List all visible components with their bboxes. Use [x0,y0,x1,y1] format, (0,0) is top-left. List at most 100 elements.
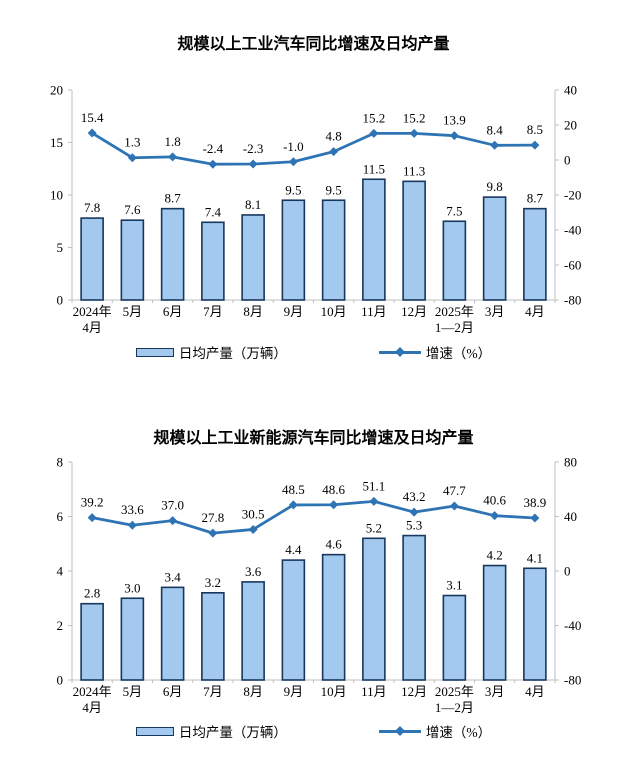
diamond-marker-icon [168,152,178,162]
svg-text:7.4: 7.4 [205,204,222,219]
svg-text:-20: -20 [564,188,581,203]
svg-text:8.1: 8.1 [245,197,261,212]
category-label: 2025年 1—2月 [435,684,474,715]
diamond-marker-icon [248,159,258,169]
bar-swatch-icon [135,726,174,736]
svg-text:7.8: 7.8 [84,200,100,215]
legend-nev: 日均产量（万辆） 增速（%） [0,721,627,741]
svg-text:0: 0 [564,153,571,168]
category-label: 2024年 4月 [73,304,112,335]
diamond-marker-icon [490,140,500,150]
legend-label-daily-output: 日均产量（万辆） [178,725,287,740]
category-label: 12月 [401,684,427,699]
svg-text:8.4: 8.4 [487,122,504,137]
bar [482,196,507,301]
category-label: 9月 [284,304,304,319]
svg-text:3.1: 3.1 [446,578,462,593]
bar [80,602,104,681]
svg-text:33.6: 33.6 [121,502,144,517]
x-axis-labels: 2024年 4月 5月 6月 7月 8月 9月 10月 11月 12月 2025年 1—2月 3月 4月 [73,304,545,335]
diamond-marker-icon [369,496,379,506]
svg-text:2: 2 [57,618,64,633]
svg-text:-80: -80 [564,673,581,688]
svg-text:-40: -40 [564,223,581,238]
svg-text:15.2: 15.2 [403,110,426,125]
bar [442,220,467,301]
category-label: 3月 [485,304,505,319]
svg-text:30.5: 30.5 [242,506,265,521]
bar [241,581,265,681]
diamond-marker-icon [409,128,419,138]
bar [523,207,547,301]
diamond-marker-icon [409,507,419,517]
svg-text:1.3: 1.3 [124,135,140,150]
bar [321,553,346,681]
svg-text:3.4: 3.4 [165,569,182,584]
y-axis-right: -80 -40 0 40 80 [554,455,581,688]
nev-combo-chart: 0 2 4 6 8 -80 -40 0 40 80 2024年 4月 5月 6月 7月 8月 9月 10月 11月 1… [57,455,582,716]
diamond-marker-icon [87,128,97,138]
line-data-labels: 39.2 33.6 37.0 27.8 30.5 48.5 48.6 51.1 43.2 47.7… [81,478,547,525]
category-label: 10月 [321,304,347,319]
svg-text:80: 80 [564,455,577,470]
svg-text:40: 40 [564,83,577,98]
svg-text:11.5: 11.5 [363,161,385,176]
category-label: 11月 [361,304,387,319]
category-label: 10月 [321,684,347,699]
legend-label-growth-rate: 增速（%） [425,346,492,361]
svg-text:0: 0 [57,293,64,308]
svg-text:5.3: 5.3 [406,518,422,533]
line-series-growth-rate [87,496,540,538]
x-axis [71,679,556,683]
bar [80,217,104,301]
svg-text:40: 40 [564,509,577,524]
svg-text:8: 8 [57,455,64,470]
bar [402,180,426,301]
bar [160,586,185,681]
bar-series-daily-output [80,534,547,681]
y-axis-left: 0 5 10 15 20 [50,83,73,308]
diamond-marker-icon [288,500,298,510]
svg-text:-2.4: -2.4 [203,141,224,156]
svg-text:38.9: 38.9 [524,495,547,510]
category-label: 11月 [361,684,387,699]
diamond-marker-icon [329,147,339,157]
automobile-combo-chart: 0 5 10 15 20 -80 -60 -40 -20 0 20 40 2024年 4月 5月 6月 7月 8月… [50,83,581,336]
bar [442,594,467,681]
category-label: 6月 [163,684,183,699]
svg-text:51.1: 51.1 [363,478,386,493]
svg-text:2.8: 2.8 [84,586,100,601]
svg-text:20: 20 [564,118,577,133]
category-label: 12月 [401,304,427,319]
category-label: 6月 [163,304,183,319]
svg-text:4.1: 4.1 [527,550,543,565]
svg-text:48.6: 48.6 [322,482,345,497]
bar-data-labels: 2.8 3.0 3.4 3.2 3.6 4.4 4.6 5.2 5.3 3.1 4.2 4.1 [84,518,543,601]
category-label: 2025年 1—2月 [435,304,474,335]
legend-label-daily-output: 日均产量（万辆） [178,346,287,361]
bar [241,214,265,301]
diamond-marker-icon [369,128,379,138]
diamond-marker-icon [208,528,218,538]
svg-text:4.6: 4.6 [326,537,343,552]
diamond-marker-icon [490,511,500,521]
svg-text:47.7: 47.7 [443,483,466,498]
bar-swatch-icon [135,347,174,357]
diamond-marker-icon [208,159,218,169]
category-label: 5月 [123,304,143,319]
svg-text:13.9: 13.9 [443,113,466,128]
svg-text:15: 15 [50,135,63,150]
chart-title-nev: 规模以上工业新能源汽车同比增速及日均产量 [153,430,474,447]
category-label: 2024年 4月 [73,684,112,715]
svg-text:15.4: 15.4 [81,110,104,125]
diamond-marker-icon [530,513,540,523]
chart-title-automobile: 规模以上工业汽车同比增速及日均产量 [177,36,450,53]
diamond-marker-icon [168,516,178,526]
bar [120,219,145,301]
svg-text:4.2: 4.2 [487,548,503,563]
svg-text:5: 5 [57,240,64,255]
diamond-marker-icon [248,524,258,534]
line-data-labels: 15.4 1.3 1.8 -2.4 -2.3 -1.0 4.8 15.2 15.2 13.9 8.4… [81,110,543,156]
x-axis-labels: 2024年 4月 5月 6月 7月 8月 9月 10月 11月 12月 2025年 1—2月 3月 4月 [73,684,545,715]
